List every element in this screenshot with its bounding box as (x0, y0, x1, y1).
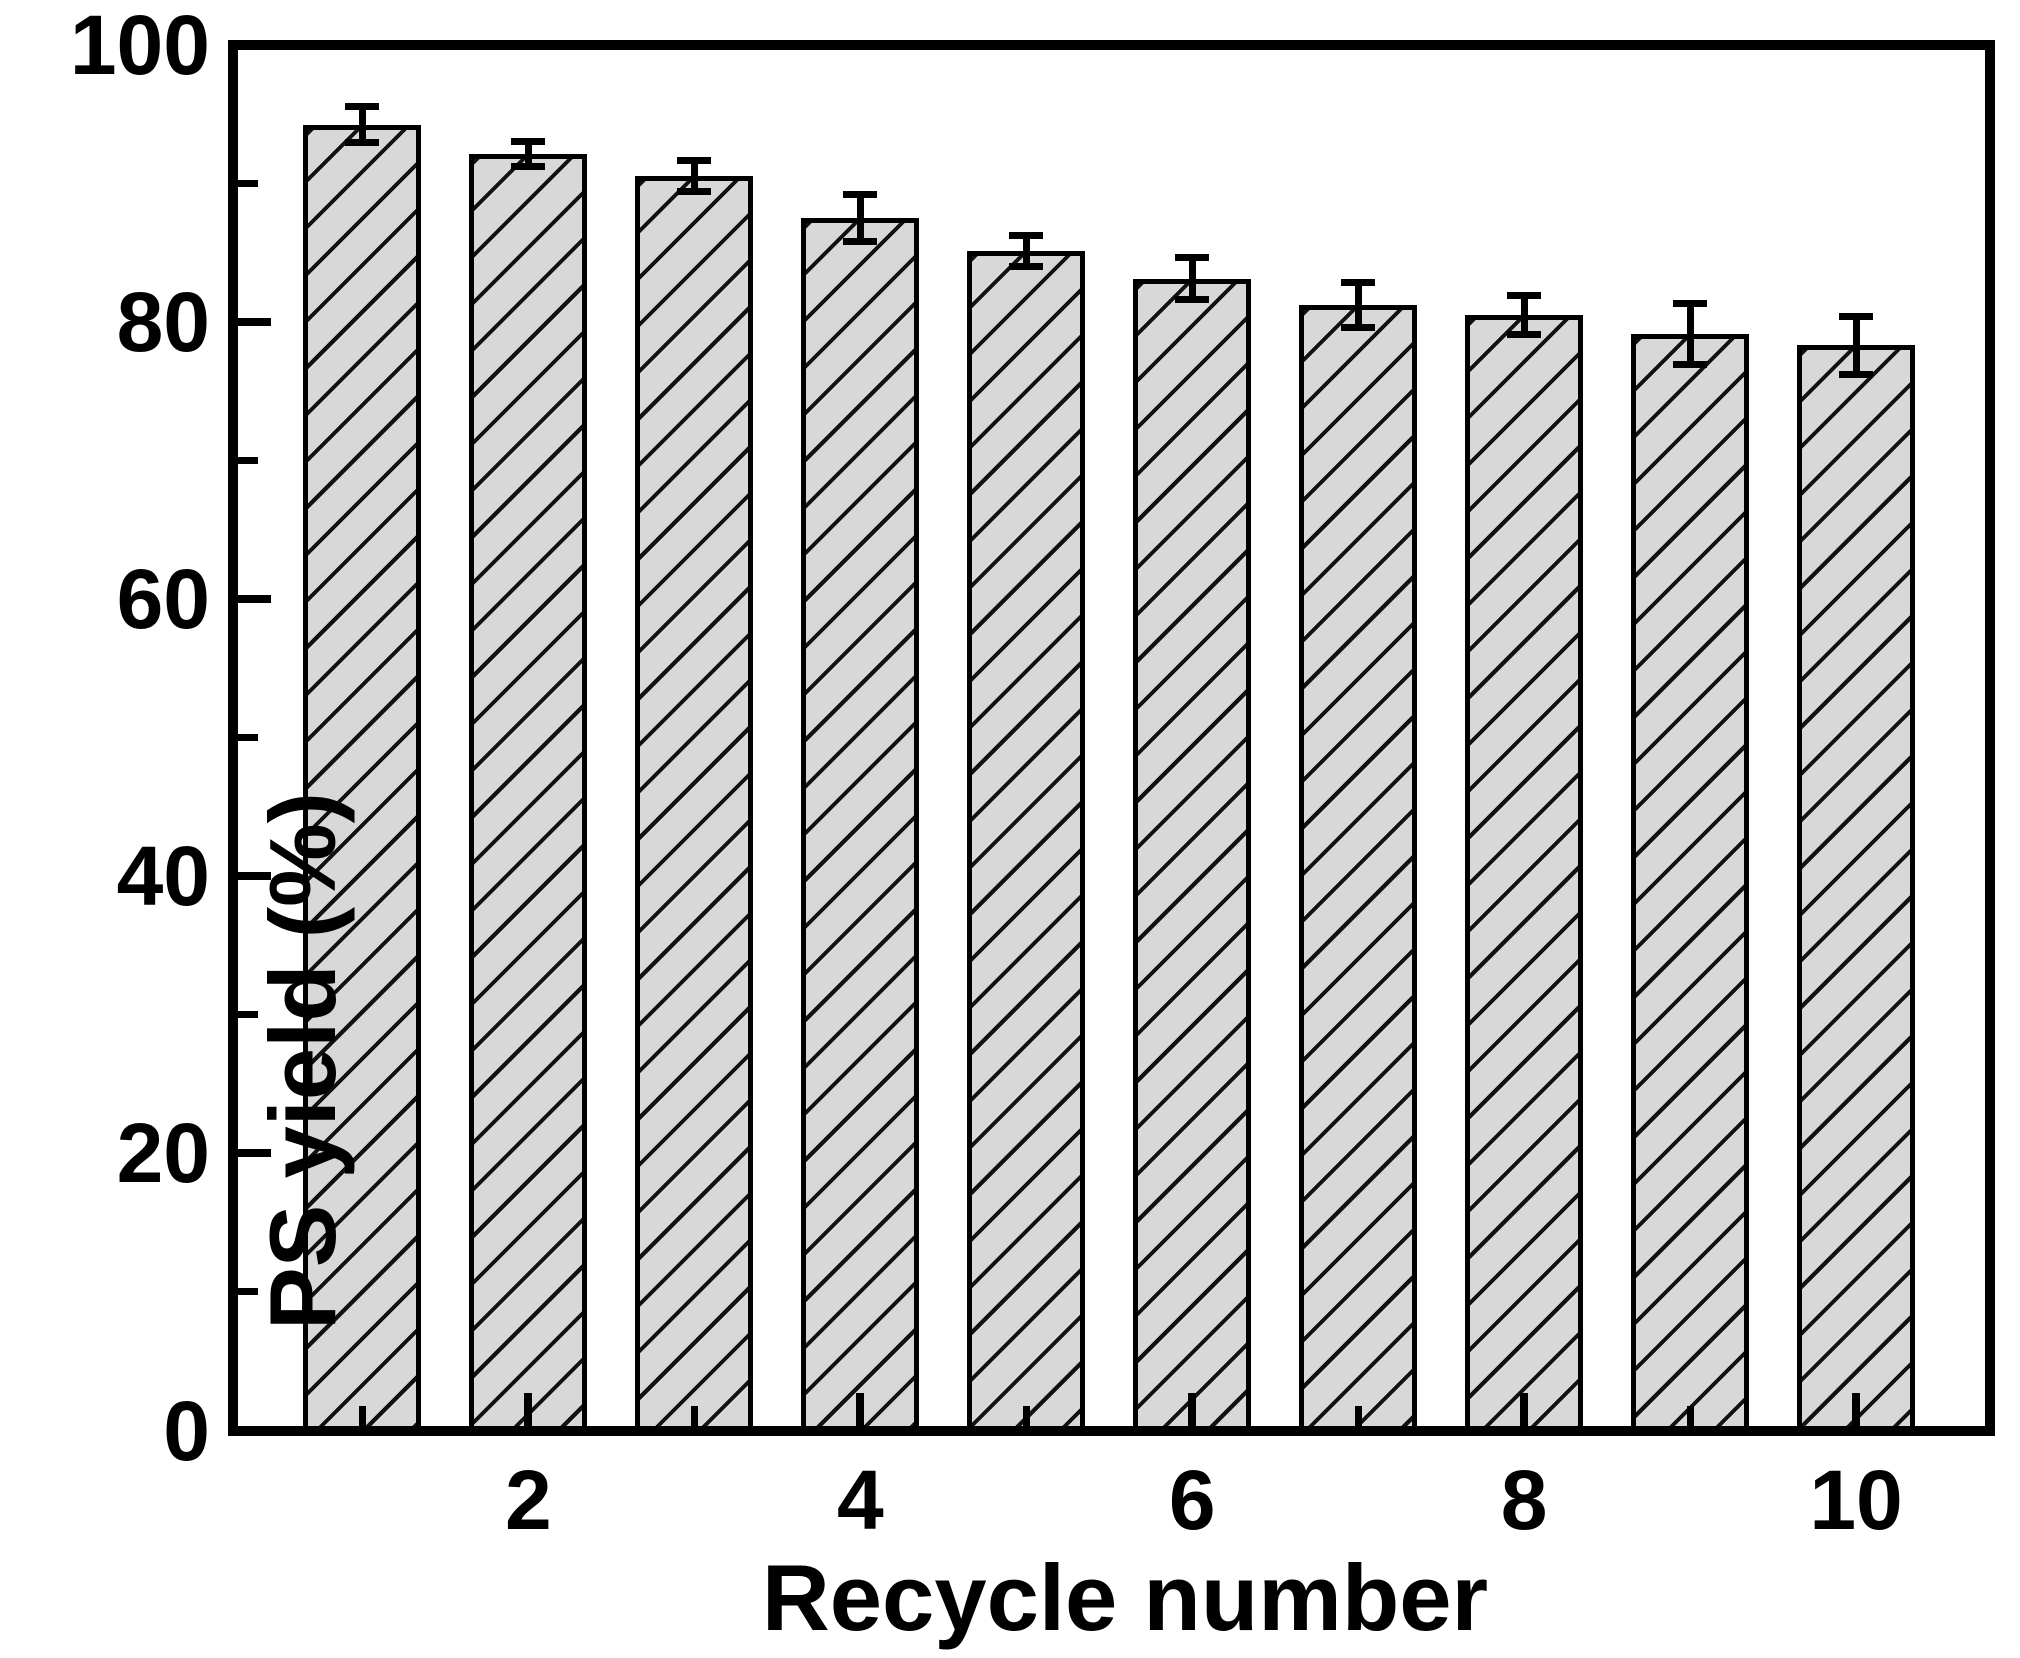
x-minor-tick-3 (690, 1405, 698, 1426)
x-tick-label-2: 2 (505, 1453, 552, 1547)
x-minor-tick-1 (358, 1405, 366, 1426)
error-bar-cap-bottom-4 (843, 237, 878, 245)
error-bar-cap-top-4 (843, 190, 878, 198)
bar-recycle-9 (1631, 334, 1750, 1428)
y-major-tick-20 (238, 1149, 271, 1158)
bar-recycle-4 (801, 217, 920, 1428)
x-major-tick-6 (1188, 1392, 1197, 1426)
y-tick-label-100: 100 (69, 0, 210, 92)
error-bar-cap-bottom-3 (677, 187, 712, 195)
y-tick-label-20: 20 (116, 1106, 210, 1201)
error-bar-cap-bottom-7 (1341, 323, 1376, 331)
error-bar-cap-top-5 (1009, 232, 1044, 240)
y-minor-tick-90 (238, 179, 258, 187)
y-tick-label-0: 0 (163, 1383, 210, 1478)
error-bar-cap-top-6 (1175, 254, 1210, 262)
error-bar-cap-bottom-2 (511, 162, 546, 170)
x-tick-label-10: 10 (1809, 1453, 1903, 1547)
error-bar-line-7 (1354, 282, 1362, 328)
error-bar-line-3 (690, 160, 698, 192)
bar-recycle-5 (967, 251, 1086, 1428)
error-bar-cap-bottom-1 (345, 139, 380, 147)
error-bar-line-8 (1520, 295, 1528, 335)
error-bar-line-9 (1686, 303, 1694, 365)
x-major-tick-8 (1520, 1392, 1529, 1426)
error-bar-cap-bottom-9 (1673, 361, 1708, 369)
y-minor-tick-30 (238, 1011, 258, 1019)
error-bar-cap-bottom-6 (1175, 296, 1210, 304)
y-minor-tick-50 (238, 734, 258, 741)
x-axis-title: Recycle number (761, 1545, 1489, 1650)
y-minor-tick-70 (238, 456, 258, 464)
bar-recycle-10 (1797, 345, 1916, 1428)
x-major-tick-2 (524, 1392, 533, 1426)
error-bar-cap-bottom-8 (1507, 330, 1542, 338)
x-tick-label-4: 4 (836, 1453, 884, 1547)
error-bar-line-2 (524, 141, 532, 167)
error-bar-line-4 (856, 194, 864, 242)
error-bar-cap-top-2 (511, 138, 546, 146)
y-tick-label-80: 80 (116, 274, 210, 369)
x-major-tick-10 (1852, 1392, 1861, 1426)
x-major-tick-4 (856, 1392, 865, 1426)
bar-recycle-7 (1299, 305, 1418, 1428)
x-tick-label-8: 8 (1500, 1453, 1548, 1547)
error-bar-line-10 (1852, 316, 1860, 375)
error-bar-cap-top-8 (1507, 291, 1542, 299)
x-tick-label-6: 6 (1168, 1453, 1216, 1547)
y-major-tick-60 (238, 594, 271, 603)
error-bar-cap-top-7 (1341, 279, 1376, 287)
bar-recycle-2 (469, 153, 588, 1428)
y-major-tick-40 (238, 872, 271, 881)
y-minor-tick-10 (238, 1288, 258, 1296)
error-bar-cap-bottom-5 (1009, 262, 1044, 270)
bar-recycle-3 (635, 176, 754, 1428)
error-bar-cap-top-3 (677, 157, 712, 165)
y-tick-label-60: 60 (116, 551, 210, 646)
bar-recycle-8 (1465, 314, 1584, 1428)
x-minor-tick-5 (1022, 1405, 1030, 1426)
x-minor-tick-9 (1686, 1405, 1694, 1426)
error-bar-cap-top-9 (1673, 300, 1708, 308)
bar-recycle-1 (303, 124, 422, 1428)
error-bar-line-1 (358, 106, 366, 143)
error-bar-cap-top-1 (345, 103, 380, 111)
error-bar-cap-top-10 (1839, 312, 1874, 320)
bar-recycle-6 (1133, 278, 1252, 1428)
error-bar-line-6 (1188, 257, 1196, 300)
y-major-tick-80 (238, 317, 271, 326)
error-bar-cap-bottom-10 (1839, 370, 1874, 378)
y-tick-label-40: 40 (116, 829, 210, 924)
x-minor-tick-7 (1354, 1405, 1362, 1426)
error-bar-line-5 (1022, 235, 1030, 267)
